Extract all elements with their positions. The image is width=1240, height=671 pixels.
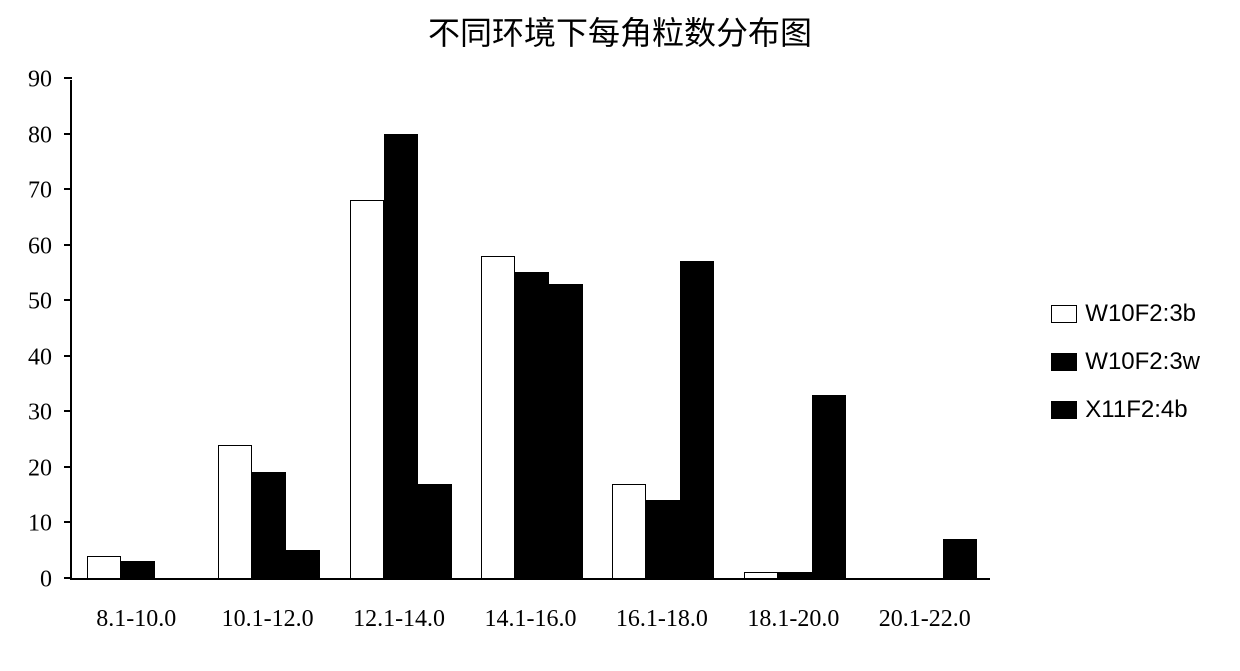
bar xyxy=(812,395,846,578)
legend-label: W10F2:3b xyxy=(1085,300,1196,328)
legend-swatch xyxy=(1051,401,1077,419)
y-axis-tick-label: 80 xyxy=(28,122,52,149)
y-axis-tick-label: 90 xyxy=(28,67,52,94)
y-axis-tick xyxy=(64,410,72,412)
y-axis-labels: 0102030405060708090 xyxy=(0,80,60,580)
bar xyxy=(943,539,977,578)
y-axis-tick-label: 30 xyxy=(28,400,52,427)
bar xyxy=(384,134,418,578)
y-axis-tick xyxy=(64,577,72,579)
legend-item: X11F2:4b xyxy=(1051,396,1200,424)
y-axis-tick-label: 20 xyxy=(28,455,52,482)
y-axis-tick-label: 0 xyxy=(40,567,52,594)
bar xyxy=(218,445,252,578)
x-axis-category-label: 16.1-18.0 xyxy=(596,606,727,633)
y-axis-tick xyxy=(64,244,72,246)
legend-label: X11F2:4b xyxy=(1085,396,1187,424)
legend-item: W10F2:3w xyxy=(1051,348,1200,376)
bar xyxy=(286,550,320,578)
x-axis-category-label: 18.1-20.0 xyxy=(728,606,859,633)
bar xyxy=(515,272,549,578)
y-axis-tick xyxy=(64,299,72,301)
y-axis-tick xyxy=(64,521,72,523)
y-axis-tick xyxy=(64,133,72,135)
y-axis-tick xyxy=(64,188,72,190)
bar xyxy=(744,572,778,578)
x-axis-category-label: 14.1-16.0 xyxy=(465,606,596,633)
bar xyxy=(612,484,646,578)
legend-swatch xyxy=(1051,353,1077,371)
bar xyxy=(646,500,680,578)
y-axis-tick xyxy=(64,466,72,468)
y-axis-tick-label: 40 xyxy=(28,344,52,371)
x-axis-category-label: 8.1-10.0 xyxy=(71,606,202,633)
bar-group xyxy=(612,261,714,578)
bar-group xyxy=(875,539,977,578)
plot-area xyxy=(70,80,990,580)
bar xyxy=(418,484,452,578)
bar-group xyxy=(87,556,189,578)
y-axis-tick-label: 10 xyxy=(28,511,52,538)
bar-group xyxy=(481,256,583,578)
y-axis-tick xyxy=(64,355,72,357)
x-axis-category-label: 20.1-22.0 xyxy=(859,606,990,633)
chart-container: 不同环境下每角粒数分布图 0 10 20 30 40 50 60 70 80 90 8.1-10.… xyxy=(0,0,1240,671)
legend-item: W10F2:3b xyxy=(1051,300,1200,328)
chart-title: 不同环境下每角粒数分布图 xyxy=(0,0,1240,54)
bar-group xyxy=(350,134,452,578)
legend: W10F2:3b W10F2:3w X11F2:4b xyxy=(1051,300,1200,424)
bar xyxy=(252,472,286,578)
bar xyxy=(350,200,384,578)
y-axis-tick-label: 70 xyxy=(28,178,52,205)
legend-label: W10F2:3w xyxy=(1085,348,1200,376)
x-axis-category-label: 12.1-14.0 xyxy=(334,606,465,633)
x-axis-category-label: 10.1-12.0 xyxy=(202,606,333,633)
bar xyxy=(481,256,515,578)
bar xyxy=(549,284,583,578)
x-axis-labels: 8.1-10.010.1-12.012.1-14.014.1-16.016.1-… xyxy=(70,600,990,640)
bar-group xyxy=(744,395,846,578)
bar xyxy=(778,572,812,578)
y-axis-tick-label: 60 xyxy=(28,233,52,260)
y-axis-tick-label: 50 xyxy=(28,289,52,316)
legend-swatch xyxy=(1051,305,1077,323)
bar xyxy=(680,261,714,578)
bar xyxy=(121,561,155,578)
bar-group xyxy=(218,445,320,578)
bar xyxy=(87,556,121,578)
y-axis-tick xyxy=(64,77,72,79)
